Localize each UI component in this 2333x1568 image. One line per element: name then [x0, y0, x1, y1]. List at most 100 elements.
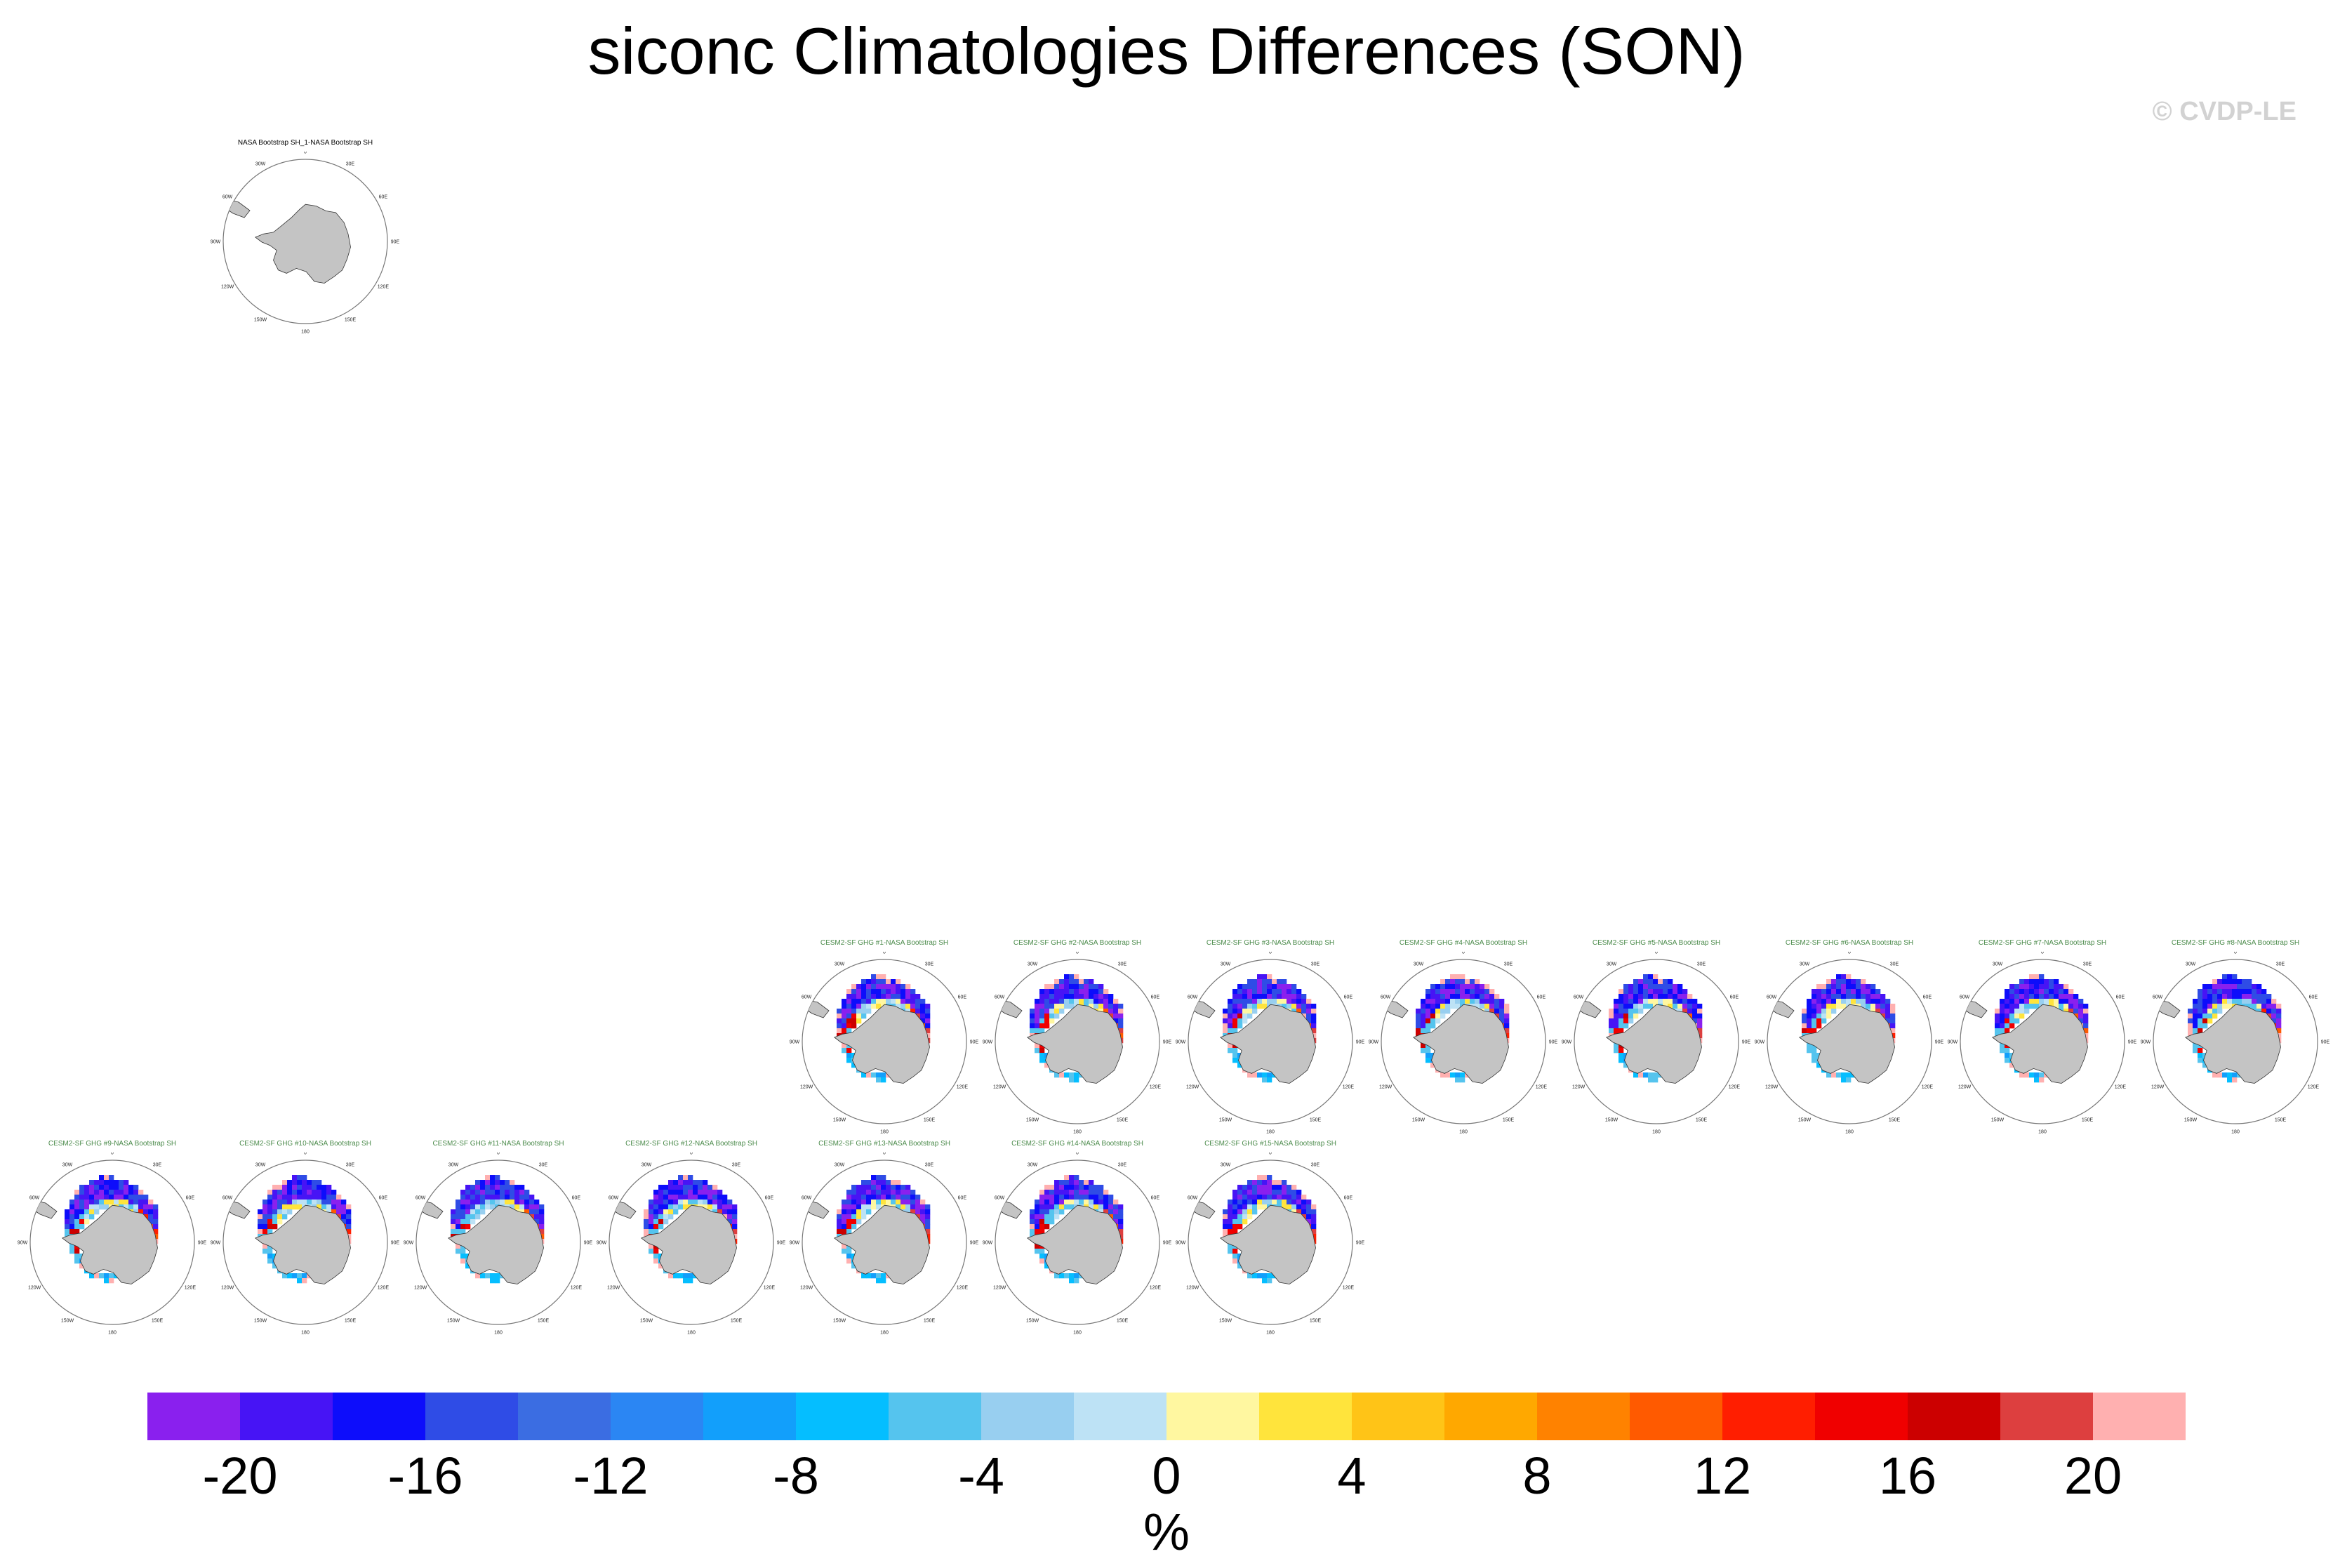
grid-cell [910, 1009, 916, 1014]
grid-cell [2054, 984, 2059, 990]
grid-cell [1098, 1209, 1104, 1215]
grid-cell [693, 1190, 698, 1195]
grid-cell [84, 1219, 90, 1225]
grid-cell [89, 1273, 95, 1279]
longitude-label: 0 [1462, 952, 1465, 955]
grid-cell [2237, 994, 2242, 999]
grid-cell [485, 1273, 491, 1279]
grid-cell [1638, 994, 1644, 999]
antarctica-landmass [2184, 1004, 2281, 1084]
grid-cell [2193, 1018, 2198, 1024]
grid-cell [514, 1200, 520, 1205]
grid-cell [1228, 1014, 1233, 1019]
colorbar-tick-label: -4 [958, 1447, 1004, 1505]
grid-cell [1643, 974, 1649, 980]
grid-cell [856, 1209, 862, 1215]
grid-cell [1291, 989, 1297, 995]
grid-cell [891, 999, 896, 1004]
grid-cell [846, 1209, 852, 1215]
grid-cell [891, 1185, 896, 1190]
grid-cell [2217, 989, 2223, 995]
grid-cell [1044, 1004, 1050, 1009]
grid-cell [1079, 984, 1084, 990]
grid-cell [1435, 989, 1441, 995]
grid-cell [861, 1273, 867, 1279]
grid-cell [727, 1219, 733, 1225]
map-panel: CESM2-SF GHG #11-NASA Bootstrap SH 0 30E 60… [404, 1140, 593, 1343]
grid-cell [1049, 984, 1055, 990]
grid-cell [1039, 1219, 1045, 1225]
grid-cell [1633, 999, 1639, 1004]
grid-cell [331, 1209, 337, 1215]
grid-cell [2039, 999, 2045, 1004]
grid-cell [1866, 999, 1871, 1004]
grid-cell [1228, 1200, 1233, 1205]
grid-cell [119, 1185, 124, 1190]
grid-cell [133, 1195, 139, 1200]
grid-cell [678, 1185, 684, 1190]
grid-cell [1870, 1009, 1876, 1014]
grid-cell [312, 1200, 317, 1205]
grid-cell [1242, 1219, 1248, 1225]
grid-cell [2000, 1009, 2005, 1014]
grid-cell [653, 1200, 659, 1205]
longitude-label: 90E [2128, 1040, 2137, 1045]
grid-cell [1118, 1028, 1124, 1034]
grid-cell [683, 1278, 689, 1284]
grid-cell [451, 1224, 456, 1230]
grid-cell [1232, 1023, 1238, 1029]
grid-cell [465, 1214, 471, 1220]
grid-cell [851, 1014, 857, 1019]
grid-cell [1237, 1263, 1243, 1269]
page-title: siconc Climatologies Differences (SON) [587, 14, 1746, 88]
longitude-label: 30W [1028, 1163, 1038, 1168]
grid-cell [1282, 1004, 1287, 1009]
grid-cell [490, 1175, 496, 1181]
grid-cell [2217, 984, 2223, 990]
grid-cell [866, 989, 872, 995]
grid-cell [1223, 1224, 1228, 1230]
longitude-label: 90W [1755, 1040, 1765, 1045]
grid-cell [1252, 1180, 1258, 1185]
grid-cell [1257, 999, 1263, 1004]
grid-cell [456, 1209, 461, 1215]
map-panel: CESM2-SF GHG #12-NASA Bootstrap SH 0 30E 60… [597, 1140, 786, 1343]
grid-cell [1035, 1009, 1040, 1014]
grid-cell [262, 1209, 268, 1215]
grid-cell [896, 1180, 901, 1185]
grid-cell [1890, 1014, 1896, 1019]
grid-cell [326, 1200, 332, 1205]
grid-cell [1445, 1072, 1451, 1078]
grid-cell [1697, 1018, 1703, 1024]
grid-cell [663, 1190, 669, 1195]
grid-cell [1875, 999, 1881, 1004]
grid-cell [1875, 1009, 1881, 1014]
grid-cell [1301, 1195, 1307, 1200]
grid-cell [74, 1214, 80, 1220]
grid-cell [1658, 989, 1663, 995]
grid-cell [1035, 1018, 1040, 1024]
grid-cell [1638, 984, 1644, 990]
longitude-label: 60E [1151, 1196, 1160, 1201]
grid-cell [1296, 1004, 1302, 1009]
longitude-label: 120W [1379, 1085, 1393, 1090]
grid-cell [287, 1195, 293, 1200]
grid-cell [1291, 994, 1297, 999]
grid-cell [495, 1273, 500, 1279]
grid-cell [1054, 979, 1060, 985]
grid-cell [1232, 1219, 1238, 1225]
grid-cell [1450, 1072, 1456, 1078]
longitude-label: 150W [1219, 1117, 1232, 1122]
longitude-label: 120E [2115, 1085, 2127, 1090]
grid-cell [881, 1072, 886, 1078]
grid-cell [1812, 999, 1817, 1004]
grid-cell [1232, 1195, 1238, 1200]
grid-cell [1030, 1014, 1035, 1019]
grid-cell [1108, 1200, 1114, 1205]
grid-cell [2256, 989, 2262, 995]
grid-cell [1242, 1200, 1248, 1205]
grid-cell [649, 1249, 654, 1254]
grid-cell [1228, 1004, 1233, 1009]
grid-cell [2000, 1023, 2005, 1029]
grid-cell [1856, 989, 1861, 995]
